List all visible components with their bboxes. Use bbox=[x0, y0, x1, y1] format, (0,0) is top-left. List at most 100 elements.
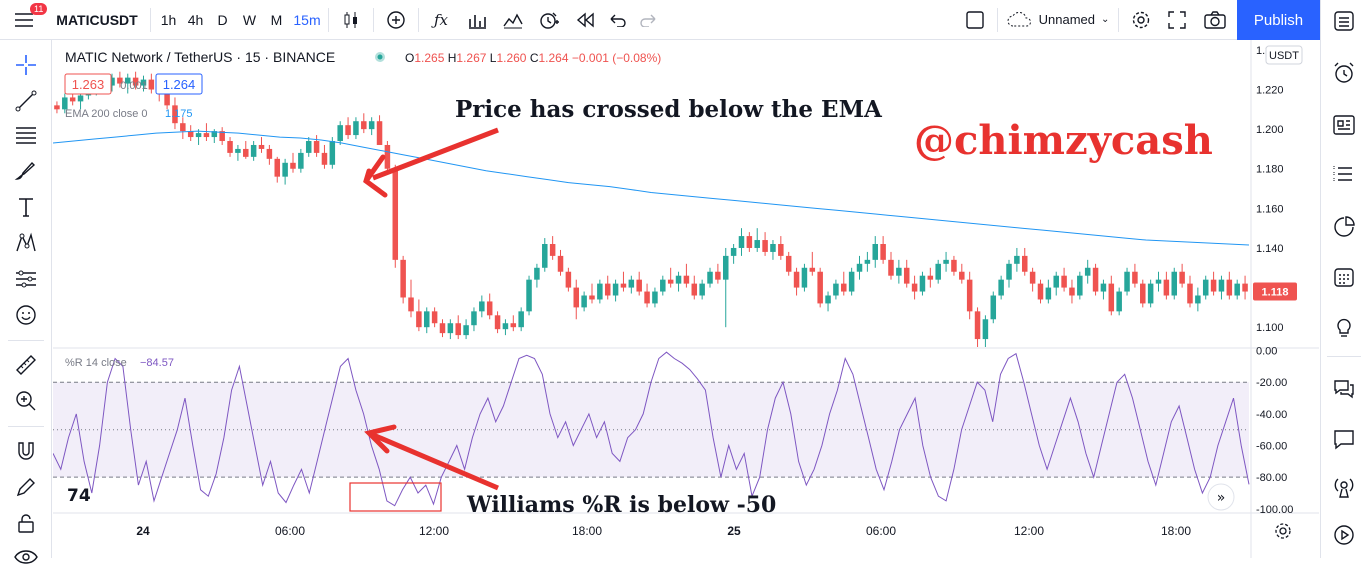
candle-type-button[interactable] bbox=[333, 0, 369, 40]
candle-body bbox=[494, 315, 501, 330]
fib-tool[interactable] bbox=[10, 120, 42, 150]
measure-tool[interactable] bbox=[10, 350, 42, 380]
icons-tool[interactable] bbox=[10, 300, 42, 330]
zoom-tool[interactable] bbox=[10, 386, 42, 416]
publish-button[interactable]: Publish bbox=[1237, 0, 1320, 40]
alerts-button[interactable] bbox=[1327, 56, 1361, 90]
financials-button[interactable] bbox=[459, 0, 495, 40]
candle-body bbox=[1061, 275, 1067, 288]
data-window-button[interactable] bbox=[1327, 108, 1361, 142]
sell-button[interactable] bbox=[64, 73, 112, 95]
templates-icon bbox=[503, 12, 523, 28]
interval-M[interactable]: M bbox=[270, 11, 283, 28]
templates-button[interactable] bbox=[495, 0, 531, 40]
candle-body bbox=[896, 267, 902, 276]
candle-body bbox=[195, 133, 202, 138]
interval-15m[interactable]: 15m bbox=[293, 11, 321, 28]
time-tick-label: 18:00 bbox=[572, 524, 602, 538]
scroll-right-button[interactable] bbox=[1207, 483, 1235, 511]
candle-body bbox=[266, 148, 273, 159]
brush-tool[interactable] bbox=[10, 156, 42, 186]
candle-body bbox=[376, 121, 383, 145]
trendline-tool[interactable] bbox=[10, 86, 42, 116]
currency-box[interactable] bbox=[1265, 45, 1303, 65]
streams-button[interactable] bbox=[1327, 470, 1361, 504]
chart-canvas[interactable]: 1.2401.2201.2001.1801.1601.1401.1201.100… bbox=[53, 40, 1319, 558]
candle-body bbox=[1195, 295, 1201, 304]
settings-button[interactable] bbox=[1123, 0, 1159, 40]
wr-tick-label: -60.00 bbox=[1256, 441, 1287, 453]
hotlists-button[interactable] bbox=[1327, 210, 1361, 244]
candle-body bbox=[211, 131, 218, 138]
candle-body bbox=[400, 259, 406, 298]
redo-icon bbox=[640, 14, 656, 27]
ideas-button[interactable] bbox=[1327, 310, 1361, 344]
divider bbox=[328, 7, 329, 32]
hide-tool[interactable] bbox=[10, 542, 42, 572]
lock-tool[interactable] bbox=[10, 508, 42, 538]
candle-body bbox=[408, 297, 414, 312]
compare-button[interactable] bbox=[378, 0, 414, 40]
ohlc-key: O bbox=[405, 51, 414, 65]
bid-price: 1.263 bbox=[72, 77, 105, 92]
broadcast-icon bbox=[1334, 478, 1354, 498]
menu-button[interactable]: 11 bbox=[0, 0, 48, 40]
candle-body bbox=[62, 97, 68, 110]
prediction-tool[interactable] bbox=[10, 264, 42, 294]
stay-drawing-tool[interactable] bbox=[10, 472, 42, 502]
candle-body bbox=[730, 247, 737, 256]
candle-body bbox=[982, 319, 989, 340]
comments-button[interactable] bbox=[1327, 422, 1361, 456]
expand-button[interactable] bbox=[1159, 0, 1195, 40]
candle-body bbox=[1140, 283, 1146, 304]
time-axis[interactable]: 24 06:00 12:00 18:00 25 06:00 12:00 18:00 bbox=[136, 524, 1191, 538]
interval-4h[interactable]: 4h bbox=[187, 11, 204, 28]
measure-lines-icon bbox=[16, 270, 36, 288]
candle-body bbox=[1242, 283, 1248, 292]
candle-body bbox=[1077, 275, 1083, 296]
time-tick-label: 18:00 bbox=[1161, 524, 1191, 538]
divider bbox=[8, 340, 44, 341]
candle-body bbox=[148, 79, 155, 90]
pattern-tool[interactable] bbox=[10, 228, 42, 258]
magnet-icon bbox=[18, 442, 34, 460]
redo-button[interactable] bbox=[633, 0, 663, 40]
currency-label: USDT bbox=[1269, 50, 1299, 62]
candle-body bbox=[667, 279, 674, 284]
layout-menu[interactable]: Unnamed ⌄ bbox=[1002, 0, 1114, 40]
buy-button[interactable] bbox=[155, 73, 203, 95]
candle-body bbox=[1108, 283, 1115, 312]
snapshot-button[interactable] bbox=[1195, 0, 1235, 40]
interval-D[interactable]: D bbox=[217, 11, 228, 28]
candle-body bbox=[109, 77, 115, 86]
gear-icon[interactable] bbox=[1275, 523, 1291, 539]
interval-W[interactable]: W bbox=[242, 11, 257, 28]
help-button[interactable] bbox=[1327, 518, 1361, 552]
interval-1h[interactable]: 1h bbox=[160, 11, 177, 28]
undo-button[interactable] bbox=[603, 0, 633, 40]
time-tick-label: 12:00 bbox=[419, 524, 449, 538]
candle-body bbox=[1163, 279, 1170, 296]
candle-body bbox=[738, 236, 745, 248]
symbol-search[interactable]: MATICUSDT bbox=[56, 11, 138, 28]
text-tool[interactable] bbox=[10, 192, 42, 222]
alert-button[interactable] bbox=[531, 0, 567, 40]
magnet-tool[interactable] bbox=[10, 436, 42, 466]
divider bbox=[418, 7, 419, 32]
fullscreen-toggle[interactable] bbox=[957, 0, 993, 40]
calendar-button[interactable] bbox=[1327, 260, 1361, 294]
pencil-lock-icon bbox=[16, 478, 35, 497]
object-tree-button[interactable] bbox=[1327, 158, 1361, 192]
candle-body bbox=[77, 95, 84, 102]
candle-body bbox=[549, 244, 556, 256]
price-tick-label: 1.100 bbox=[1256, 322, 1284, 334]
undo-icon bbox=[610, 14, 626, 27]
watchlist-button[interactable] bbox=[1327, 4, 1361, 38]
candle-body bbox=[722, 255, 729, 280]
crosshair-tool[interactable] bbox=[10, 50, 42, 80]
wr-axis[interactable]: 0.00 -20.00 -40.00 -60.00 -80.00 -100.00 bbox=[1256, 346, 1293, 516]
indicators-button[interactable]: ƒx bbox=[423, 0, 459, 40]
replay-button[interactable] bbox=[567, 0, 603, 40]
chats-button[interactable] bbox=[1327, 372, 1361, 406]
camera-icon bbox=[1204, 10, 1226, 29]
